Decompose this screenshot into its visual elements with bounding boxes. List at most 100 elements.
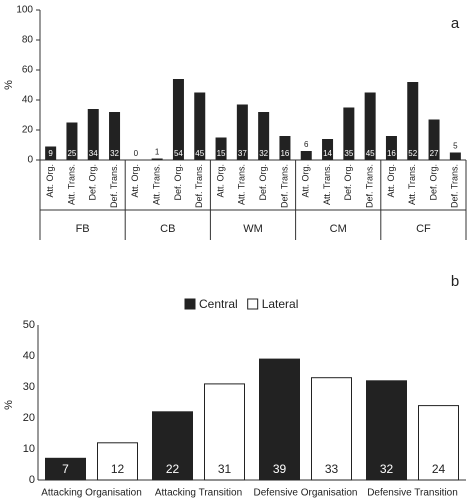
legend-swatch [247, 298, 259, 310]
value-label: 32 [110, 149, 119, 158]
bar [428, 119, 440, 160]
value-label: 54 [174, 149, 183, 158]
x-tick-label: Defensive Transition [367, 488, 458, 499]
value-label: 1 [155, 148, 160, 157]
value-label: 7 [62, 462, 69, 476]
value-label: 15 [217, 149, 226, 158]
x-tick-label: Att. Trans. [237, 164, 247, 205]
value-label: 35 [344, 149, 353, 158]
bar [407, 82, 419, 160]
legend-label: Lateral [262, 297, 299, 311]
bar [259, 358, 300, 481]
value-label: 5 [453, 142, 458, 151]
bar [300, 151, 312, 160]
bar [97, 442, 138, 481]
bar [418, 405, 459, 481]
group-label: CM [330, 223, 347, 235]
bar [258, 112, 270, 160]
group-label: CB [160, 223, 175, 235]
x-tick-label: Def. Trans. [109, 164, 119, 208]
bar [311, 377, 352, 481]
value-label: 22 [166, 462, 180, 476]
y-axis-label: % [3, 400, 15, 410]
panel-label: b [451, 273, 459, 290]
x-tick-label: Def. Org. [428, 164, 438, 201]
x-tick-label: Att. Org. [386, 164, 396, 198]
value-label: 39 [273, 462, 287, 476]
bar [366, 380, 407, 481]
y-tick-label: 0 [29, 474, 35, 486]
x-tick-label: Def. Trans. [450, 164, 460, 208]
y-tick-label: 20 [23, 412, 35, 424]
y-tick-label: 40 [22, 95, 34, 106]
bar [194, 92, 206, 160]
x-tick-label: Def. Trans. [194, 164, 204, 208]
bar [151, 158, 163, 160]
x-tick-label: Att. Org. [45, 164, 55, 198]
x-tick-label: Def. Trans. [365, 164, 375, 208]
value-label: 31 [218, 462, 232, 476]
y-tick-label: 30 [23, 381, 35, 393]
x-tick-label: Att. Trans. [322, 164, 332, 205]
bar [172, 79, 184, 160]
bar [343, 107, 355, 160]
x-tick-label: Def. Org. [343, 164, 353, 201]
bar [66, 122, 78, 160]
bar [279, 136, 291, 160]
x-tick-label: Att. Trans. [66, 164, 76, 205]
x-tick-label: Def. Trans. [279, 164, 289, 208]
bar [449, 152, 461, 160]
y-tick-label: 10 [23, 443, 35, 455]
y-axis-label: % [3, 80, 15, 90]
value-label: 34 [89, 149, 98, 158]
x-tick-label: Att. Org. [130, 164, 140, 198]
y-tick-label: 60 [22, 65, 34, 76]
x-tick-label: Att. Org. [301, 164, 311, 198]
value-label: 45 [195, 149, 204, 158]
x-tick-label: Def. Org. [258, 164, 268, 201]
bar [152, 411, 193, 481]
bar [109, 112, 121, 160]
bar [322, 139, 334, 160]
x-tick-label: Attacking Organisation [41, 488, 142, 499]
value-label: 52 [408, 149, 417, 158]
bar [204, 383, 245, 481]
group-label: CF [416, 223, 431, 235]
value-label: 16 [280, 149, 289, 158]
x-tick-label: Att. Trans. [407, 164, 417, 205]
bar [236, 104, 248, 160]
group-label: WM [243, 223, 263, 235]
y-tick-label: 80 [22, 35, 34, 46]
x-tick-label: Attacking Transition [155, 488, 242, 499]
value-label: 25 [67, 149, 76, 158]
panel-label: a [451, 15, 460, 32]
bar [364, 92, 376, 160]
bar [87, 109, 99, 160]
value-label: 16 [387, 149, 396, 158]
value-label: 32 [380, 462, 394, 476]
bar [215, 137, 227, 160]
value-label: 33 [325, 462, 339, 476]
value-label: 24 [432, 462, 446, 476]
bar [45, 457, 86, 481]
value-label: 45 [366, 149, 375, 158]
y-tick-label: 40 [23, 350, 35, 362]
value-label: 0 [134, 149, 139, 158]
x-tick-label: Defensive Organisation [254, 488, 358, 499]
legend-label: Central [199, 297, 238, 311]
value-label: 32 [259, 149, 268, 158]
y-tick-label: 20 [22, 125, 34, 136]
y-tick-label: 100 [16, 5, 33, 16]
x-tick-label: Def. Org. [88, 164, 98, 201]
y-tick-label: 0 [27, 155, 33, 166]
bar [385, 136, 397, 160]
x-tick-label: Att. Trans. [152, 164, 162, 205]
value-label: 27 [430, 149, 439, 158]
x-tick-label: Def. Org. [173, 164, 183, 201]
bar [45, 146, 57, 160]
value-label: 6 [304, 140, 309, 149]
value-label: 37 [238, 149, 247, 158]
value-label: 9 [48, 149, 53, 158]
x-tick-label: Att. Org. [215, 164, 225, 198]
